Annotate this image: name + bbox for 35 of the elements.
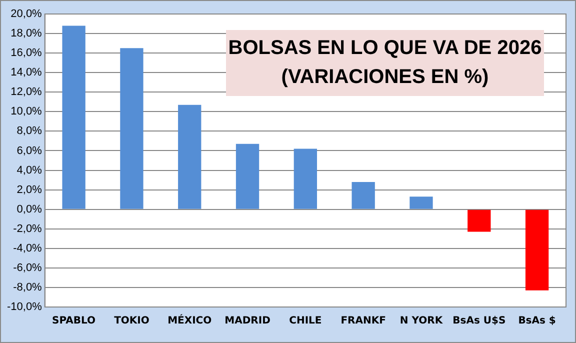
x-tick-label: CHILE xyxy=(289,316,322,327)
bar xyxy=(352,182,375,209)
x-tick-label: FRANKF xyxy=(340,316,386,327)
y-tick-label: 18,0% xyxy=(10,28,42,40)
y-tick-label: 10,0% xyxy=(10,106,42,118)
y-tick-label: 4,0% xyxy=(16,164,42,176)
x-tick-label: SPABLO xyxy=(52,316,96,327)
y-tick-label: -6,0% xyxy=(13,262,42,274)
y-tick-label: -10,0% xyxy=(6,301,42,314)
bar xyxy=(525,210,549,290)
x-tick-label: N YORK xyxy=(400,316,444,327)
x-tick-label: MÉXICO xyxy=(168,314,212,327)
bar xyxy=(120,48,144,209)
y-tick-label: 2,0% xyxy=(16,184,42,196)
y-tick-label: 16,0% xyxy=(10,47,42,60)
bar xyxy=(468,210,491,232)
y-tick-label: -4,0% xyxy=(13,242,42,254)
y-tick-label: 0,0% xyxy=(16,203,42,216)
y-tick-label: 12,0% xyxy=(10,86,42,98)
bar xyxy=(62,26,86,209)
bar xyxy=(294,148,318,209)
y-tick-label: -2,0% xyxy=(13,222,42,235)
y-tick-label: 8,0% xyxy=(16,125,42,138)
bar xyxy=(236,144,260,209)
bar xyxy=(178,104,202,209)
x-tick-label: BsAs $ xyxy=(518,316,556,327)
y-tick-label: 20,0% xyxy=(10,8,42,20)
y-tick-label: 14,0% xyxy=(10,66,42,79)
x-tick-label: TOKIO xyxy=(114,316,150,327)
bar xyxy=(410,196,433,209)
y-tick-label: -8,0% xyxy=(13,282,42,294)
text: BOLSAS EN LO QUE VA DE 2026 (VARIACIONES EN %) xyxy=(226,30,544,96)
x-tick-label: BsAs U$S xyxy=(452,316,506,327)
x-tick-label: MADRID xyxy=(224,316,270,327)
y-tick-label: 6,0% xyxy=(16,144,42,157)
